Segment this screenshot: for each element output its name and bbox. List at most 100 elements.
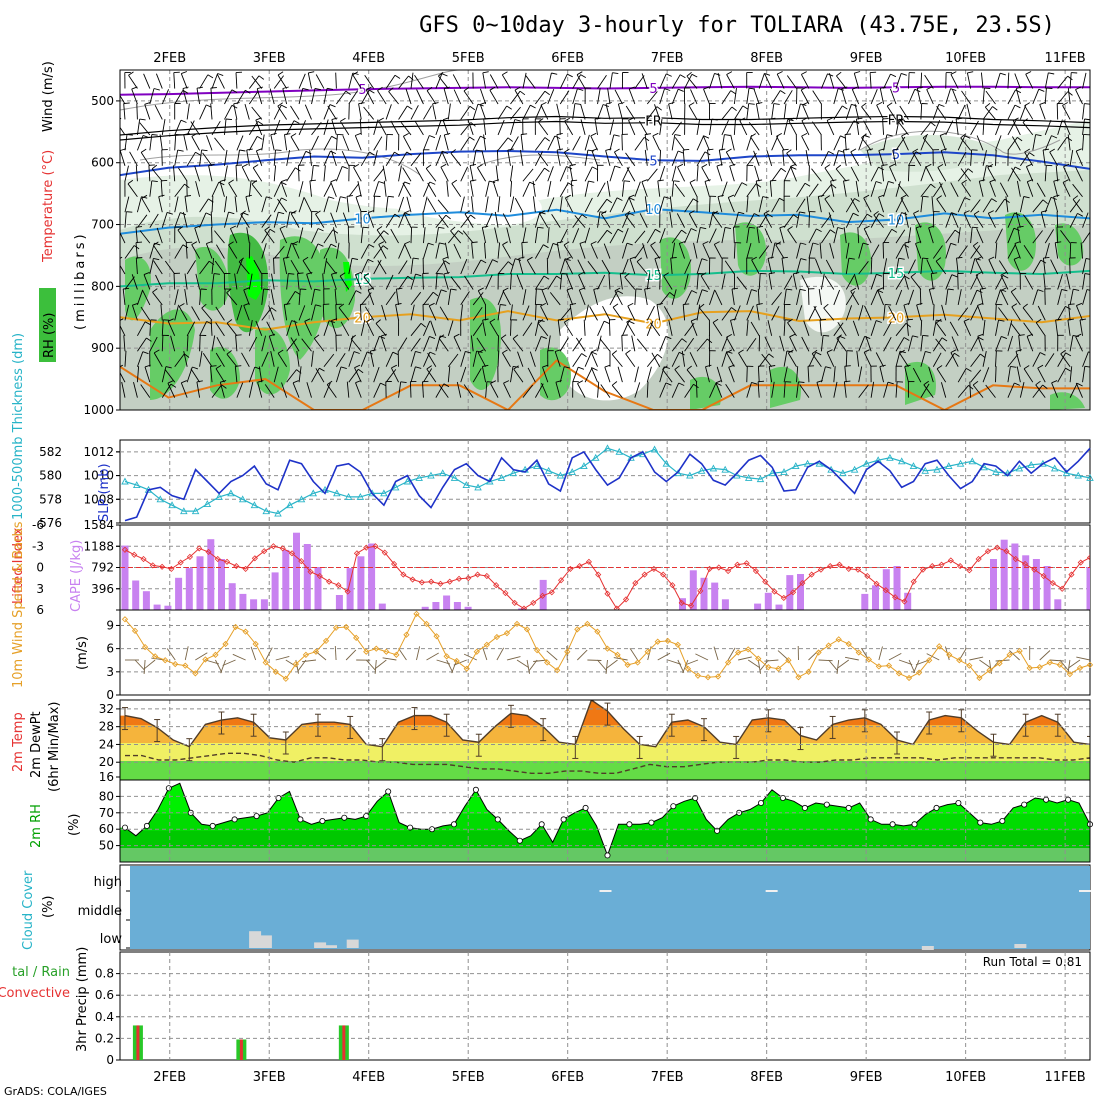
wind-barb: [224, 118, 227, 135]
wind-barb-flag: [327, 87, 334, 90]
wind-barb: [460, 136, 470, 151]
wind-barb: [253, 259, 263, 275]
wind-barb: [767, 320, 773, 336]
wind-barb: [605, 103, 611, 120]
wind-barb-flag: [762, 196, 769, 199]
wind-barb-flag: [206, 241, 213, 245]
thickness-marker: [933, 465, 941, 473]
wind-barb-flag: [977, 333, 984, 337]
wind-barb: [453, 89, 462, 105]
wind-barb: [199, 74, 209, 89]
wind-barb: [173, 273, 176, 290]
wind-barb: [646, 354, 658, 368]
wind-barb: [410, 227, 413, 244]
wind-barb: [564, 120, 574, 136]
wind-barb: [555, 382, 561, 398]
li-marker: [307, 568, 314, 575]
wind-barb-flag: [867, 148, 874, 151]
wind-barb: [836, 338, 847, 352]
wind-barb-flag: [368, 89, 375, 94]
wind-barb: [659, 165, 666, 182]
wind-barb-flag: [925, 163, 932, 168]
wind-barb: [425, 168, 437, 182]
wind-barb: [808, 242, 814, 259]
wind-barb: [1035, 322, 1046, 337]
wind-barb-flag: [1012, 117, 1019, 122]
wind-barb: [398, 75, 409, 89]
ylabel-temperature: Temperature (°C): [41, 150, 56, 263]
wind-barb: [883, 336, 892, 352]
wind-barb: [464, 213, 474, 228]
wind-barb-flag: [799, 211, 806, 214]
wind-barb: [484, 242, 487, 259]
wind-barb: [659, 73, 667, 89]
wind-barb: [341, 151, 350, 167]
wind-barb-flag: [864, 349, 870, 353]
wind-barb-flag: [712, 210, 718, 215]
wind-barb: [572, 337, 583, 352]
wind-barb: [292, 382, 300, 398]
isotherm-fr-line: [120, 115, 1090, 136]
wind-barb: [758, 73, 765, 89]
wind-barb: [527, 367, 536, 383]
wind-barb: [826, 352, 835, 367]
wind-barb-flag: [235, 334, 242, 336]
wind-barb: [492, 181, 499, 197]
wind-barb: [123, 103, 126, 120]
wind-barb-flag: [443, 383, 450, 388]
wind-barb: [229, 228, 238, 244]
wind-barb: [140, 384, 151, 398]
wind-barb-flag: [277, 71, 284, 76]
wind-barb-flag: [992, 106, 998, 111]
wind-barb: [783, 366, 788, 383]
wind-barb: [472, 306, 483, 321]
wind-barb-flag: [375, 319, 381, 324]
wind-barb: [127, 183, 138, 197]
isotherm-line: [120, 310, 1090, 331]
wind-barb: [427, 198, 437, 213]
wind-barb-flag: [1075, 333, 1082, 338]
wind-barb: [1057, 137, 1068, 151]
wind-barb: [423, 336, 430, 352]
wind-barb-flag: [716, 163, 723, 167]
wind-barb-flag: [590, 241, 597, 245]
wind-barb-flag: [787, 318, 793, 323]
y-tick-label: 28: [99, 720, 114, 734]
wind-barb: [1015, 212, 1021, 228]
wind-barb-flag: [899, 350, 906, 354]
wind-barb-flag: [899, 349, 905, 354]
wind-barb: [696, 135, 705, 151]
wind-barb: [920, 135, 928, 151]
temp-minmax-bars: [121, 702, 1090, 762]
li-marker: [149, 562, 156, 569]
wind-barb-flag: [768, 272, 775, 275]
wind-barb-flag: [782, 148, 789, 151]
wind-barb: [440, 166, 449, 182]
y-tick-label: 900: [91, 341, 114, 355]
wind-barb: [843, 227, 847, 244]
wind-barb-flag: [700, 272, 707, 277]
y-tick-label: -6: [32, 518, 44, 532]
wind-barb: [796, 381, 799, 398]
wind-barb: [924, 74, 934, 89]
wind-barb: [398, 151, 408, 167]
lifted-index-line: [124, 545, 1090, 610]
wind-barb: [460, 196, 465, 213]
wind-barb-flag: [678, 351, 685, 356]
wind-barb: [490, 383, 499, 398]
wind-barb: [355, 382, 362, 398]
wind-barb: [843, 180, 847, 197]
wind-barb: [286, 369, 297, 383]
wind-barb: [385, 134, 388, 151]
wind-barb: [764, 336, 773, 352]
wind-barb: [330, 274, 337, 290]
wind-barb-flag: [703, 135, 710, 139]
wind-barb: [659, 366, 665, 383]
wind-barb: [949, 321, 959, 337]
wind-barb: [941, 304, 947, 321]
wind-barb: [676, 213, 685, 228]
wind-barb: [537, 121, 549, 136]
y-tick-label: 0: [106, 688, 114, 702]
wind-marker: [704, 674, 712, 681]
wind-marker: [714, 673, 722, 680]
